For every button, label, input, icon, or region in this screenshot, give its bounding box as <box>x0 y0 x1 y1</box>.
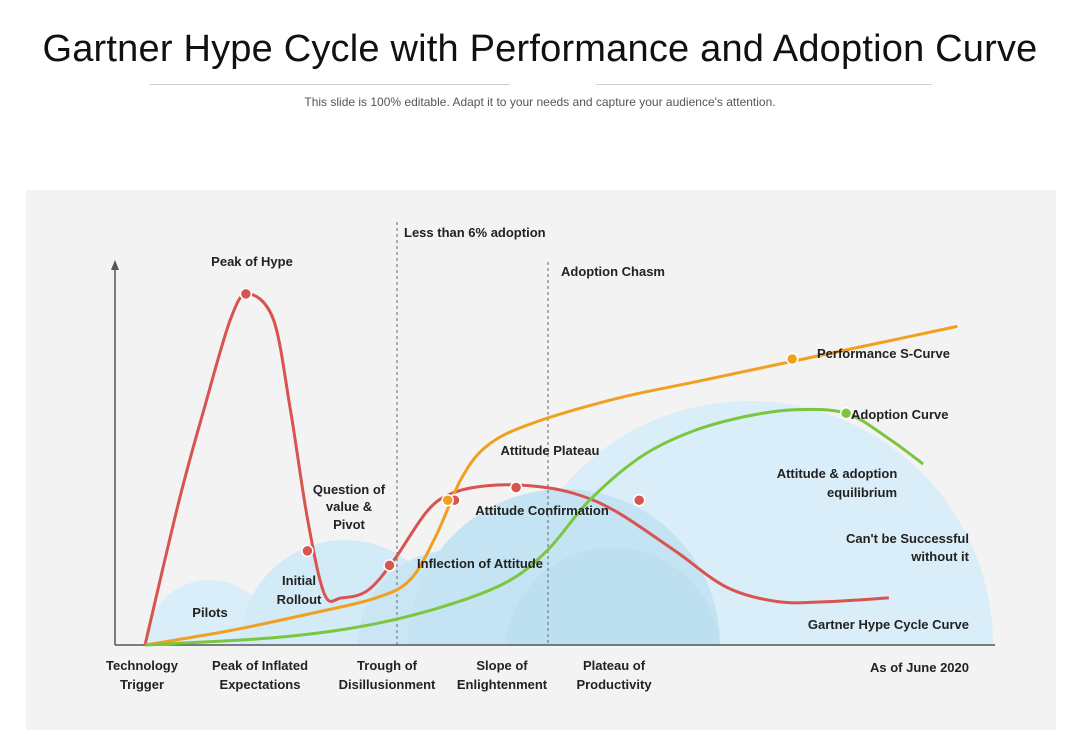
legend-hype: Gartner Hype Cycle Curve <box>808 617 969 632</box>
hype-marker-2 <box>301 544 314 558</box>
x-axis-labels: Technology Trigger Peak of Inflated Expe… <box>106 658 969 692</box>
page-title: Gartner Hype Cycle with Performance and … <box>42 28 1038 70</box>
y-axis-arrow <box>111 260 119 270</box>
label-equilibrium-1: Attitude & adoption <box>777 466 898 481</box>
bubble-plateau <box>505 547 720 645</box>
perf-marker-2 <box>785 352 799 366</box>
adopt-marker-1 <box>839 407 853 420</box>
label-pilots: Pilots <box>192 605 227 620</box>
x-label-slope-1: Slope of <box>476 658 528 673</box>
page-subtitle: This slide is 100% editable. Adapt it to… <box>304 95 776 109</box>
hype-marker-3 <box>383 559 396 572</box>
label-adoption-chasm: Adoption Chasm <box>561 264 665 279</box>
label-initial-1: Initial <box>282 573 316 588</box>
title-rule-right <box>596 84 932 85</box>
x-label-as-of: As of June 2020 <box>870 660 969 675</box>
x-label-trough-2: Disillusionment <box>339 677 436 692</box>
label-cant-2: without it <box>910 549 969 564</box>
performance-s-curve <box>144 324 958 647</box>
label-question-1: Question of <box>313 482 386 497</box>
x-label-technology-trigger-2: Trigger <box>120 677 164 692</box>
x-label-slope-2: Enlightenment <box>457 677 548 692</box>
adoption-curve <box>144 407 924 647</box>
label-question-3: Pivot <box>333 517 365 532</box>
hype-cycle-curve <box>143 292 889 646</box>
x-label-trough-1: Trough of <box>357 658 418 673</box>
hype-marker-1 <box>239 287 253 301</box>
hype-marker-6 <box>632 493 646 507</box>
legend-adoption: Adoption Curve <box>851 407 949 422</box>
title-rule-left <box>150 84 510 85</box>
label-peak-of-hype: Peak of Hype <box>211 254 293 269</box>
label-less-than-6pct: Less than 6% adoption <box>404 225 546 240</box>
hype-marker-5 <box>509 481 523 494</box>
x-label-technology-trigger-1: Technology <box>106 658 179 673</box>
label-cant-1: Can't be Successful <box>846 531 969 546</box>
perf-marker-1 <box>441 493 454 507</box>
x-label-peak-1: Peak of Inflated <box>212 658 308 673</box>
x-label-plateau-1: Plateau of <box>583 658 646 673</box>
curve-markers <box>239 287 853 572</box>
annotations: Peak of Hype Question of value & Pivot I… <box>192 225 969 632</box>
label-inflection: Inflection of Attitude <box>417 556 543 571</box>
x-label-plateau-2: Productivity <box>576 677 652 692</box>
label-initial-2: Rollout <box>277 592 322 607</box>
label-equilibrium-2: equilibrium <box>827 485 897 500</box>
legend-performance: Performance S-Curve <box>817 346 950 361</box>
label-question-2: value & <box>326 499 372 514</box>
label-attitude-confirmation: Attitude Confirmation <box>475 503 609 518</box>
label-attitude-plateau: Attitude Plateau <box>501 443 600 458</box>
x-label-peak-2: Expectations <box>220 677 301 692</box>
